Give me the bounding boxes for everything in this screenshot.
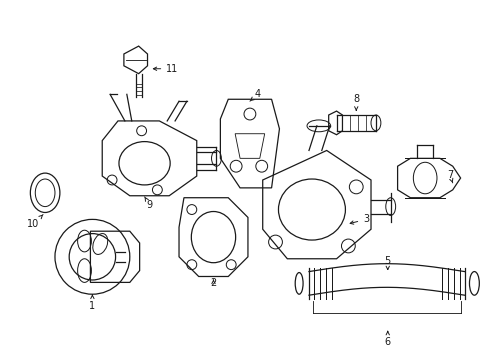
Text: 9: 9 [144, 197, 152, 210]
Text: 7: 7 [446, 170, 452, 183]
Text: 3: 3 [349, 215, 368, 224]
Text: 5: 5 [384, 256, 390, 270]
Text: 11: 11 [153, 64, 178, 74]
Text: 10: 10 [27, 215, 43, 229]
Text: 6: 6 [384, 332, 390, 347]
Text: 4: 4 [249, 89, 261, 101]
Text: 2: 2 [210, 278, 216, 288]
Text: 8: 8 [352, 94, 359, 110]
Text: 1: 1 [89, 295, 95, 311]
